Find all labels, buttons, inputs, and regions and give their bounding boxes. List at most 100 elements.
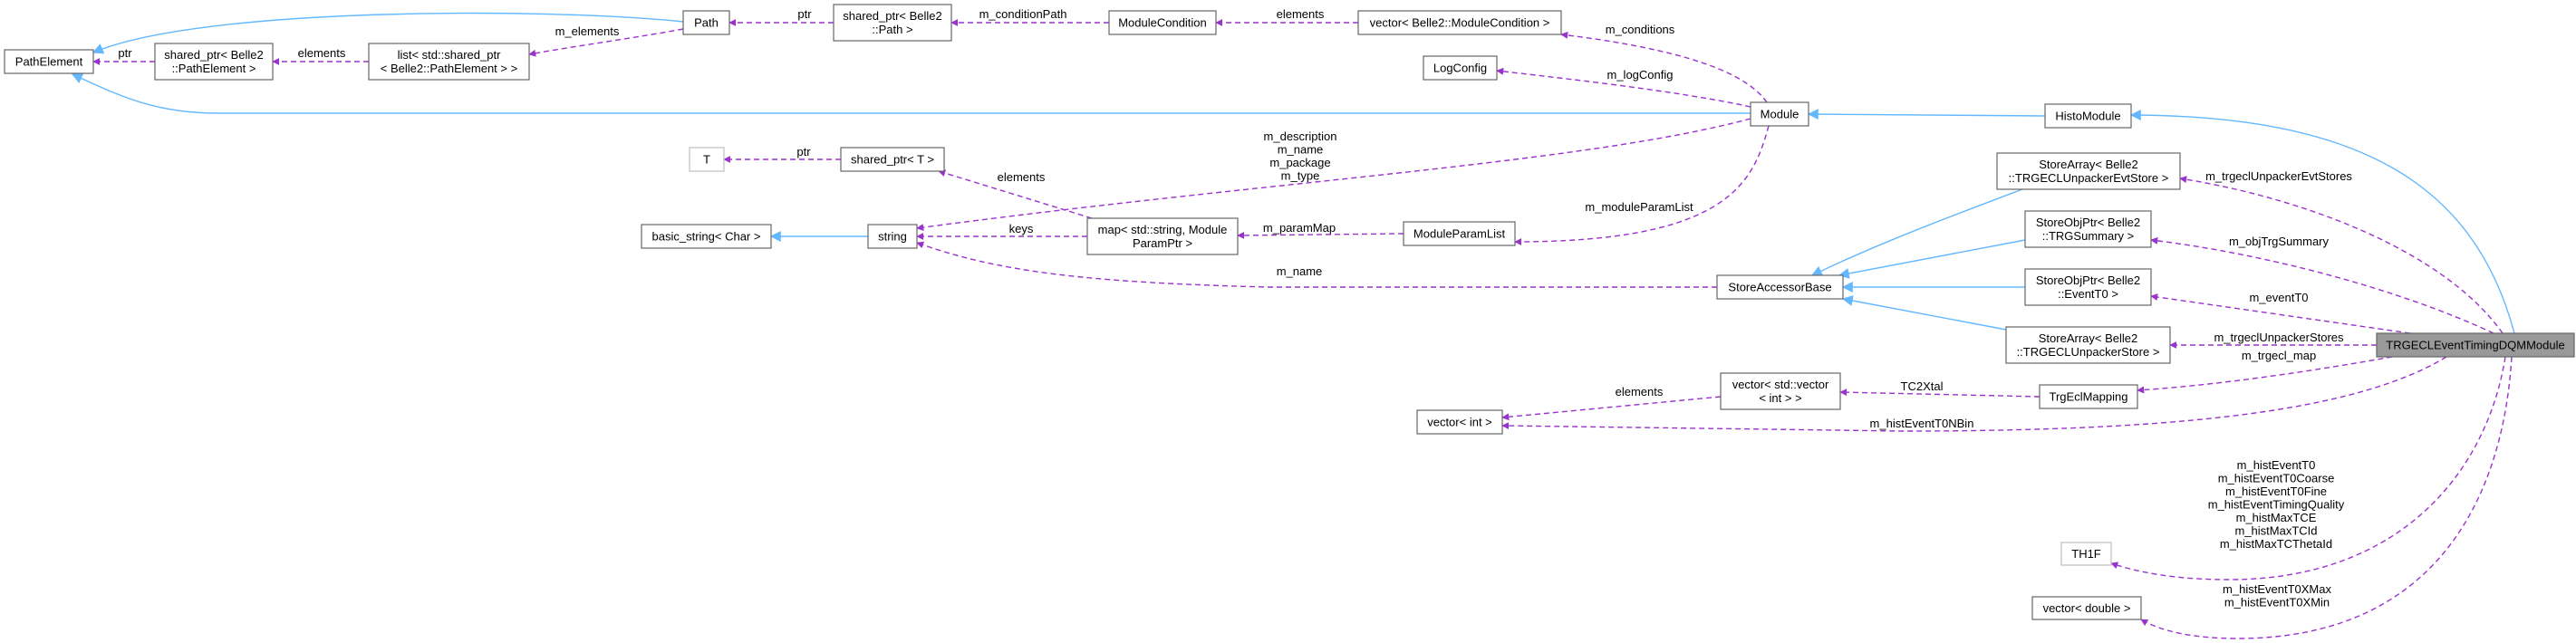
node-box <box>1720 372 1841 410</box>
class-node-sp_Path[interactable]: shared_ptr< Belle2::Path > <box>833 4 952 42</box>
node-label: PathElement <box>15 55 83 69</box>
class-node-Module[interactable]: Module <box>1750 101 1809 127</box>
edge-label: elements <box>1277 7 1325 21</box>
edge-label: ptr <box>796 145 811 158</box>
edge-label: m_histMaxTCThetaId <box>2220 537 2332 551</box>
inheritance-edge-Path-to-PathElement <box>92 12 684 54</box>
inheritance-edge-Module-to-PathElement <box>71 73 1751 114</box>
node-box <box>2044 103 2132 129</box>
edge-label: m_histEventT0NBin <box>1870 417 1974 430</box>
class-node-string[interactable]: string <box>867 224 918 249</box>
class-node-TH1F[interactable]: TH1F <box>2060 542 2112 566</box>
node-box <box>1750 101 1809 127</box>
node-label: HistoModule <box>2055 110 2120 123</box>
usage-edge-Path-to-list_sp <box>528 28 684 57</box>
node-box <box>368 43 530 81</box>
usage-edge-TRGECL-to-vec_double <box>2140 356 2513 639</box>
node-label: vector< std::vector <box>1732 378 1829 391</box>
edge-label: m_histEventT0XMax <box>2223 582 2331 596</box>
class-node-SOP_EventT0[interactable]: StoreObjPtr< Belle2::EventT0 > <box>2024 268 2152 306</box>
edge-label: m_histEventT0XMin <box>2224 596 2330 609</box>
node-box <box>867 224 918 249</box>
class-node-SA_EvtStore[interactable]: StoreArray< Belle2::TRGECLUnpackerEvtSto… <box>1996 152 2181 190</box>
edge-label: m_logConfig <box>1607 68 1674 82</box>
node-label: vector< Belle2::ModuleCondition > <box>1370 16 1550 30</box>
node-label: StoreObjPtr< Belle2 <box>2036 274 2140 287</box>
node-box <box>1423 55 1498 81</box>
edge-label: ptr <box>797 7 812 21</box>
edge-label: m_histMaxTCId <box>2234 524 2317 538</box>
class-node-basic_string[interactable]: basic_string< Char > <box>641 224 772 249</box>
class-node-vec_int[interactable]: vector< int > <box>1416 409 1503 435</box>
node-label: vector< int > <box>1427 416 1492 429</box>
class-node-TRGECL[interactable]: TRGECLEventTimingDQMModule <box>2376 332 2575 358</box>
node-box <box>2024 268 2152 306</box>
class-node-vec_vec_int[interactable]: vector< std::vector< int > > <box>1720 372 1841 410</box>
class-node-PathElement[interactable]: PathElement <box>4 49 94 74</box>
node-box <box>2031 596 2142 620</box>
usage-edge-vec_vec_int-to-vec_int <box>1501 396 1722 421</box>
edge-label: m_trgeclUnpackerStores <box>2214 331 2344 344</box>
edge-label: m_moduleParamList <box>1585 200 1693 214</box>
node-label: StoreArray< Belle2 <box>2039 158 2137 171</box>
edge-label: m_elements <box>555 24 620 38</box>
node-box <box>1357 10 1562 35</box>
edge-label: elements <box>998 170 1046 184</box>
node-label: map< std::string, Module <box>1098 223 1228 236</box>
edge-label: m_paramMap <box>1263 221 1336 235</box>
class-node-SOP_TRGSummary[interactable]: StoreObjPtr< Belle2::TRGSummary > <box>2024 210 2152 248</box>
usage-edge-Module-to-string <box>916 118 1751 232</box>
edge-label: elements <box>298 46 346 60</box>
class-node-vec_ModCond[interactable]: vector< Belle2::ModuleCondition > <box>1357 10 1562 35</box>
class-node-vec_double[interactable]: vector< double > <box>2031 596 2142 620</box>
class-node-HistoModule[interactable]: HistoModule <box>2044 103 2132 129</box>
usage-edge-TRGECL-to-TrgEclMapping <box>2137 356 2393 394</box>
nodes-layer: PathElement shared_ptr< Belle2::PathEleme… <box>4 4 2575 620</box>
usage-edge-TRGECL-to-SOP_TRGSummary <box>2150 236 2494 334</box>
class-node-sp_PathElement[interactable]: shared_ptr< Belle2::PathElement > <box>154 43 274 81</box>
node-label: shared_ptr< Belle2 <box>843 9 942 23</box>
usage-edge-TrgEclMapping-to-vec_vec_int <box>1839 389 2041 398</box>
class-node-T[interactable]: T <box>689 147 725 172</box>
node-box <box>682 10 730 35</box>
class-node-list_sp[interactable]: list< std::shared_ptr< Belle2::PathEleme… <box>368 43 530 81</box>
node-label: ParamPtr > <box>1133 236 1192 250</box>
usage-edge-Module-to-LogConfig <box>1496 67 1751 108</box>
node-label: TRGECLEventTimingDQMModule <box>2386 339 2564 352</box>
node-label: ::TRGECLUnpackerStore > <box>2017 345 2160 359</box>
class-node-SA_Store[interactable]: StoreArray< Belle2::TRGECLUnpackerStore … <box>2005 326 2171 364</box>
node-box <box>840 147 945 172</box>
class-node-sp_T[interactable]: shared_ptr< T > <box>840 147 945 172</box>
node-box <box>1403 221 1516 246</box>
usage-edge-TRGECL-to-TH1F <box>2110 356 2506 581</box>
node-label: ModuleCondition <box>1118 16 1207 30</box>
class-node-StoreAccessorBase[interactable]: StoreAccessorBase <box>1716 274 1844 300</box>
class-node-TrgEclMapping[interactable]: TrgEclMapping <box>2039 384 2138 409</box>
node-label: T <box>703 153 710 167</box>
usage-edge-TRGECL-to-SA_EvtStore <box>2179 176 2504 334</box>
node-label: list< std::shared_ptr <box>398 48 501 62</box>
node-box <box>1996 152 2181 190</box>
usage-edge-TRGECL-to-SOP_EventT0 <box>2150 293 2411 334</box>
class-node-ModuleParamList[interactable]: ModuleParamList <box>1403 221 1516 246</box>
node-box <box>2060 542 2112 566</box>
edge-label: m_description <box>1264 130 1337 143</box>
node-label: string <box>878 230 907 244</box>
class-node-Path[interactable]: Path <box>682 10 730 35</box>
node-box <box>2376 332 2575 358</box>
edge-label: m_type <box>1281 169 1320 183</box>
class-node-LogConfig[interactable]: LogConfig <box>1423 55 1498 81</box>
edge-label: m_trgeclUnpackerEvtStores <box>2205 169 2352 183</box>
inheritance-edge-HistoModule-to-Module <box>1807 109 2046 120</box>
node-box <box>2024 210 2152 248</box>
node-label: < int > > <box>1759 391 1801 405</box>
edge-label: m_package <box>1269 156 1330 169</box>
node-label: vector< double > <box>2043 601 2131 615</box>
class-node-ModuleCondition[interactable]: ModuleCondition <box>1108 10 1217 35</box>
node-label: Path <box>694 16 719 30</box>
edge-label: m_histEventT0Fine <box>2225 485 2327 498</box>
inheritance-edge-SA_EvtStore-to-StoreAccessorBase <box>1810 188 2023 276</box>
